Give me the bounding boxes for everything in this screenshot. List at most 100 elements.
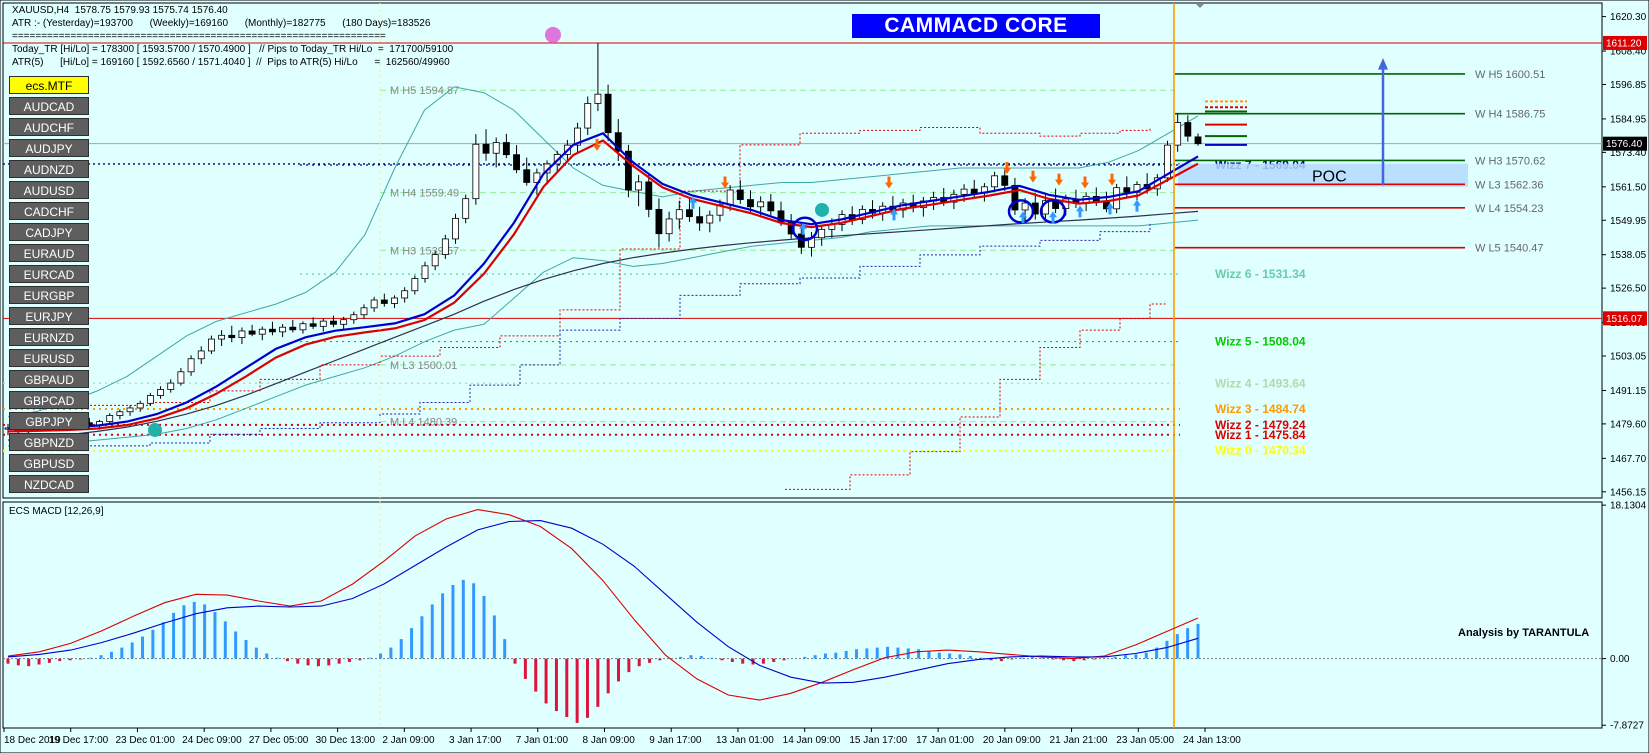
key-level-tag xyxy=(1603,311,1647,326)
candle-body xyxy=(655,208,663,235)
time-tick-label: 9 Jan 17:00 xyxy=(649,735,702,746)
weekly-pivot-label: W H3 1570.62 xyxy=(1475,155,1545,167)
candle-body xyxy=(207,338,215,352)
candle-body xyxy=(421,265,429,279)
time-tick-label: 27 Dec 05:00 xyxy=(249,735,309,746)
peak-marker xyxy=(545,26,561,43)
candle-body xyxy=(452,217,459,240)
price-tick-label: 1584.95 xyxy=(1610,114,1647,125)
symbol-info: XAUUSD,H4 1578.75 1579.93 1575.74 1576.4… xyxy=(12,5,228,16)
candle-body xyxy=(1123,187,1131,193)
monthly-pivot-label: M H4 1559.49 xyxy=(390,188,459,200)
symbol-button-eurgbp[interactable]: EURGBP xyxy=(9,286,89,304)
time-tick-label: 18 Dec 2019 xyxy=(4,735,61,746)
candle-body xyxy=(767,201,775,212)
symbol-button-audjpy[interactable]: AUDJPY xyxy=(9,139,89,157)
symbol-button-cadchf[interactable]: CADCHF xyxy=(9,202,89,220)
monthly-pivot-label: M H5 1594.87 xyxy=(390,85,459,97)
candle-body xyxy=(696,216,704,224)
buy-arrow xyxy=(1133,199,1141,212)
poc-box xyxy=(1178,163,1468,187)
time-tick-label: 24 Jan 13:00 xyxy=(1183,735,1241,746)
time-tick-label: 8 Jan 09:00 xyxy=(583,735,636,746)
time-tick-label: 30 Dec 13:00 xyxy=(316,735,376,746)
candle-body xyxy=(299,323,307,331)
symbol-button-cadjpy[interactable]: CADJPY xyxy=(9,223,89,241)
time-tick-label: 23 Jan 05:00 xyxy=(1116,735,1174,746)
symbol-button-gbpcad[interactable]: GBPCAD xyxy=(9,391,89,409)
symbol-button-gbpaud[interactable]: GBPAUD xyxy=(9,370,89,388)
candle-body xyxy=(757,201,765,208)
candle-body xyxy=(380,299,388,304)
current-price-label: 1576.40 xyxy=(1606,139,1643,150)
wizz-level-label: Wizz 6 - 1531.34 xyxy=(1215,267,1306,281)
candle-body xyxy=(970,188,978,194)
candle-body xyxy=(350,314,358,321)
symbol-button-audchf[interactable]: AUDCHF xyxy=(9,118,89,136)
scroll-marker-icon xyxy=(1196,4,1204,8)
candle-body xyxy=(584,103,592,129)
time-tick-label: 19 Dec 17:00 xyxy=(49,735,109,746)
symbol-button-nzdcad[interactable]: NZDCAD xyxy=(9,475,89,493)
candle-body xyxy=(340,319,348,325)
symbol-button-audusd[interactable]: AUDUSD xyxy=(9,181,89,199)
buy-arrow xyxy=(1106,202,1114,215)
candle-body xyxy=(594,93,602,104)
candle-body xyxy=(441,238,449,255)
candle-body xyxy=(146,395,154,404)
candle-body xyxy=(614,132,622,152)
weekly-pivot-label: W L5 1540.47 xyxy=(1475,243,1544,255)
candle-body xyxy=(726,189,734,206)
monthly-pivot-label: M L3 1500.01 xyxy=(390,360,457,372)
sell-arrow xyxy=(1029,170,1037,183)
wizz-level-label: Wizz 1 - 1475.84 xyxy=(1215,428,1306,442)
symbol-button-eurjpy[interactable]: EURJPY xyxy=(9,307,89,325)
symbol-button-audcad[interactable]: AUDCAD xyxy=(9,97,89,115)
target-arrow-head xyxy=(1378,58,1388,70)
candle-body xyxy=(126,407,134,413)
time-tick-label: 13 Jan 01:00 xyxy=(716,735,774,746)
candle-body xyxy=(574,127,581,146)
candle-body xyxy=(157,389,164,396)
key-level-label: 1611.20 xyxy=(1606,38,1642,49)
candle-body xyxy=(1184,122,1192,137)
symbol-button-audnzd[interactable]: AUDNZD xyxy=(9,160,89,178)
candle-body xyxy=(960,188,968,195)
candle-body xyxy=(1194,136,1202,145)
symbol-button-gbpusd[interactable]: GBPUSD xyxy=(9,454,89,472)
price-tick-label: 1526.50 xyxy=(1610,284,1647,295)
candle-body xyxy=(686,209,693,218)
buy-arrow xyxy=(799,222,807,235)
band-upper-line xyxy=(7,86,1199,418)
price-tick-label: 1491.15 xyxy=(1610,386,1647,397)
today-tr-info: Today_TR [Hi/Lo] = 178300 [ 1593.5700 / … xyxy=(12,44,454,55)
price-tick-label: 1538.05 xyxy=(1610,250,1647,261)
price-pane-frame xyxy=(2,2,1603,499)
sell-arrow xyxy=(1003,162,1011,174)
macd-tick-label: 18.1304 xyxy=(1610,501,1647,512)
symbol-button-euraud[interactable]: EURAUD xyxy=(9,244,89,262)
symbol-button-gbpjpy[interactable]: GBPJPY xyxy=(9,412,89,430)
candle-body xyxy=(645,181,653,210)
candle-body xyxy=(736,189,744,200)
symbol-button-active[interactable]: ecs.MTF xyxy=(9,76,89,94)
price-tick-label: 1620.30 xyxy=(1610,12,1647,23)
symbol-button-gbpnzd[interactable]: GBPNZD xyxy=(9,433,89,451)
symbol-button-eurcad[interactable]: EURCAD xyxy=(9,265,89,283)
time-tick-label: 7 Jan 01:00 xyxy=(516,735,569,746)
sell-arrow xyxy=(885,176,893,189)
candle-body xyxy=(279,326,287,333)
time-tick-label: 3 Jan 17:00 xyxy=(449,735,502,746)
candle-body xyxy=(187,358,195,373)
weekly-pivot-label: W L4 1554.23 xyxy=(1475,203,1544,215)
weekly-pivot-label: W H4 1586.75 xyxy=(1475,109,1545,121)
candle-body xyxy=(401,290,409,299)
wizz-level-label: Wizz 2 - 1479.24 xyxy=(1215,418,1306,432)
symbol-button-eurusd[interactable]: EURUSD xyxy=(9,349,89,367)
macd-tick-label: -7.8727 xyxy=(1610,721,1644,732)
price-tick-label: 1549.95 xyxy=(1610,216,1647,227)
candle-body xyxy=(665,218,673,235)
candle-body xyxy=(523,169,531,183)
symbol-button-eurnzd[interactable]: EURNZD xyxy=(9,328,89,346)
highlight-circle xyxy=(791,216,819,242)
